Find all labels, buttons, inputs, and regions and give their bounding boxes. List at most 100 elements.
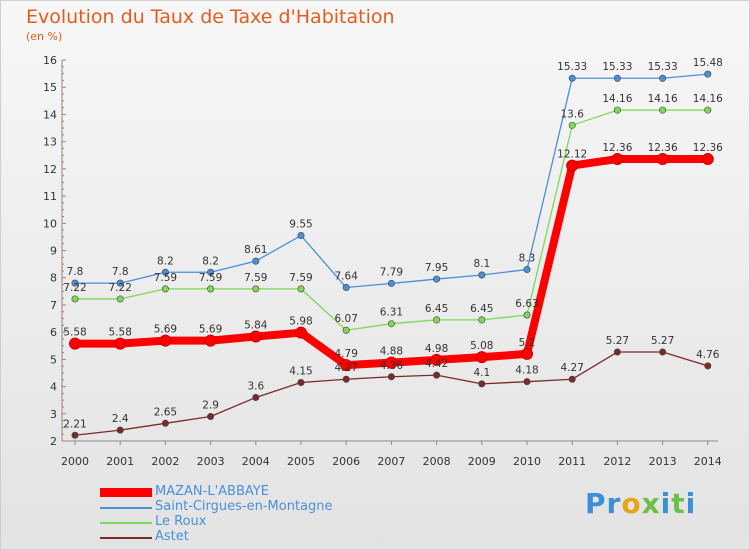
data-label-1: 7.8 <box>67 266 84 278</box>
data-label-0: 5.58 <box>63 327 86 339</box>
data-label-2: 13.6 <box>561 108 585 120</box>
data-label-3: 2.65 <box>154 406 177 418</box>
data-label-1: 8.1 <box>473 258 490 270</box>
data-label-2: 6.31 <box>380 307 403 319</box>
data-label-2: 6.63 <box>515 298 538 310</box>
data-point-0 <box>566 159 579 172</box>
chart-subtitle: (en %) <box>26 30 63 43</box>
data-point-0 <box>475 351 488 364</box>
logo-letter: P <box>585 487 607 520</box>
legend-label-saint-cirgues: Saint-Cirgues-en-Montagne <box>155 499 333 514</box>
legend-swatch-le-roux <box>100 522 152 524</box>
x-tick-label: 2003 <box>197 455 225 468</box>
data-label-0: 5.69 <box>154 324 177 336</box>
data-point-1 <box>523 266 531 274</box>
data-label-1: 8.2 <box>157 255 174 267</box>
data-point-3 <box>433 371 441 379</box>
data-label-1: 15.48 <box>693 57 723 69</box>
data-point-0 <box>656 153 669 166</box>
data-label-1: 7.64 <box>335 271 359 283</box>
data-point-0 <box>159 334 172 347</box>
data-point-3 <box>659 348 667 356</box>
data-label-1: 15.33 <box>602 61 632 73</box>
data-label-1: 7.95 <box>425 262 448 274</box>
data-point-2 <box>478 316 486 324</box>
data-point-0 <box>430 353 443 366</box>
data-label-0: 5.84 <box>244 319 268 331</box>
data-label-1: 8.2 <box>202 255 219 267</box>
data-point-0 <box>340 359 353 372</box>
data-label-0: 12.36 <box>648 142 678 154</box>
x-tick-label: 2012 <box>603 455 631 468</box>
logo-letter: x <box>641 487 661 520</box>
data-point-3 <box>387 373 395 381</box>
data-label-3: 4.36 <box>380 360 404 372</box>
data-labels: 5.58 5.58 5.69 5.69 5.84 5.98 4.79 4.88 4.98 5.08… <box>63 57 723 430</box>
data-label-3: 2.4 <box>112 413 129 425</box>
data-point-1 <box>704 70 712 78</box>
data-point-0 <box>295 326 307 339</box>
y-tick-label: 7 <box>50 299 57 312</box>
data-point-1 <box>297 232 305 240</box>
data-point-3 <box>252 393 260 401</box>
data-label-2: 6.07 <box>335 313 358 325</box>
data-label-3: 5.27 <box>651 335 674 347</box>
logo-letter: t <box>671 487 686 520</box>
legend-swatch-mazan <box>100 488 152 497</box>
data-label-3: 4.76 <box>696 349 720 361</box>
data-point-2 <box>207 285 215 293</box>
x-tick-label: 2002 <box>151 455 179 468</box>
data-point-3 <box>297 378 305 386</box>
data-point-1 <box>433 275 441 283</box>
data-point-3 <box>478 380 486 388</box>
data-label-3: 4.1 <box>473 367 490 379</box>
x-tick-label: 2007 <box>377 455 405 468</box>
data-label-1: 8.3 <box>519 253 536 265</box>
data-point-0 <box>385 356 398 369</box>
legend-swatch-saint-cirgues <box>100 507 152 509</box>
data-label-2: 7.22 <box>109 282 132 294</box>
x-tick-label: 2011 <box>558 455 586 468</box>
logo-letter: i <box>685 487 697 520</box>
data-label-3: 2.9 <box>202 400 219 412</box>
data-point-2 <box>161 285 169 293</box>
data-point-3 <box>342 375 350 383</box>
data-label-3: 4.15 <box>289 365 312 377</box>
data-label-0: 5.58 <box>109 327 132 339</box>
x-tick-label: 2006 <box>332 455 360 468</box>
data-label-0: 4.79 <box>335 348 358 360</box>
data-label-3: 4.18 <box>515 365 538 377</box>
data-point-0 <box>701 153 714 166</box>
data-point-3 <box>568 375 576 383</box>
axes: 2 3 4 5 6 7 8 9 10 11 12 13 14 15 16 2000 2001 2002 2003 20… <box>43 54 722 468</box>
x-tick-label: 2005 <box>287 455 315 468</box>
data-point-3 <box>116 426 124 434</box>
data-label-1: 9.55 <box>289 219 312 231</box>
data-point-3 <box>207 413 215 421</box>
data-label-0: 5.08 <box>470 340 493 352</box>
data-label-2: 14.16 <box>648 93 678 105</box>
data-label-2: 7.59 <box>244 272 267 284</box>
data-label-0: 12.36 <box>693 142 723 154</box>
y-tick-label: 12 <box>43 163 57 176</box>
legend-label-mazan: MAZAN-L'ABBAYE <box>155 484 269 499</box>
y-tick-label: 8 <box>50 272 57 285</box>
y-tick-label: 10 <box>43 217 57 230</box>
data-label-2: 7.59 <box>154 272 177 284</box>
logo-letter: r <box>606 487 622 520</box>
data-point-3 <box>71 431 79 439</box>
data-point-2 <box>523 311 531 319</box>
data-point-3 <box>161 419 169 427</box>
data-label-2: 7.22 <box>63 282 86 294</box>
data-point-3 <box>613 348 621 356</box>
x-tick-label: 2001 <box>106 455 134 468</box>
data-label-2: 6.45 <box>425 303 448 315</box>
legend-label-le-roux: Le Roux <box>155 514 207 529</box>
data-label-0: 12.12 <box>557 149 587 161</box>
data-point-2 <box>613 106 621 114</box>
data-label-3: 4.27 <box>335 362 358 374</box>
data-label-3: 5.27 <box>606 335 629 347</box>
data-point-2 <box>116 295 124 303</box>
y-tick-label: 6 <box>50 326 57 339</box>
y-tick-label: 15 <box>43 81 57 94</box>
